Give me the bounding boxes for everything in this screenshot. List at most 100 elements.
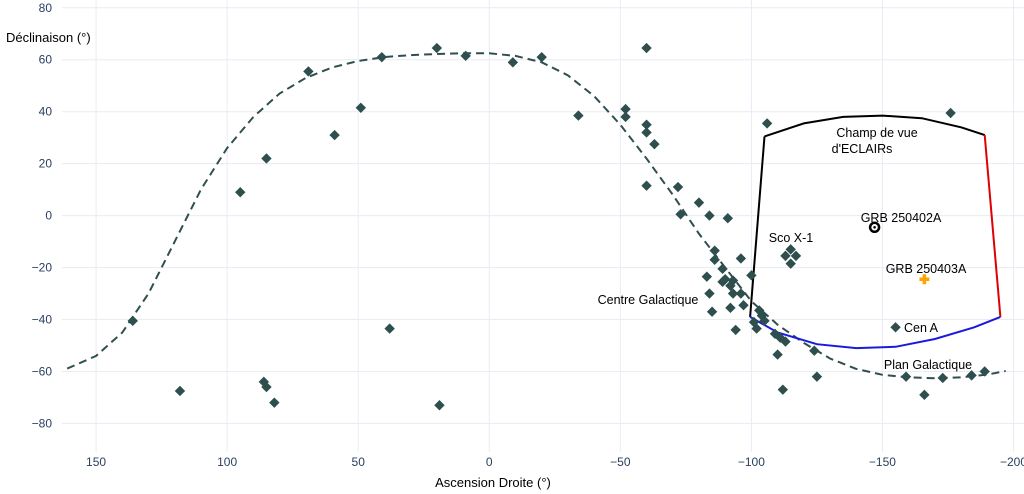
source-marker [376,51,387,63]
source-marker [709,254,720,265]
x-gridlines [95,0,1015,452]
source-marker [761,118,773,129]
source-marker [937,372,948,384]
grb-250402a-marker [868,221,881,234]
source-marker [641,119,652,130]
source-marker [717,263,728,275]
source-marker [772,349,783,360]
plan-galactique-label: Plan Galactique [884,358,972,372]
grb-250402a-label: GRB 250402A [861,211,942,225]
source-marker [900,371,912,382]
source-marker [675,209,686,220]
source-marker [725,302,736,314]
x-tick-label: −50 [610,455,631,469]
source-marker [431,42,443,54]
source-marker [127,315,138,327]
y-tick-label: −40 [32,313,53,327]
grb-250402a-dot [873,225,876,229]
x-tick-label: −200 [1000,455,1024,469]
y-tick-labels: 80 60 40 20 0 −20 −40 −60 −80 [32,1,53,431]
fov-right-edge [983,135,1002,317]
source-marker [620,103,631,115]
source-marker [979,366,990,377]
source-marker [573,110,584,121]
source-marker [735,288,747,299]
source-marker [809,345,820,356]
source-marker [709,245,720,256]
source-markers [127,42,990,411]
source-marker [620,111,631,123]
source-marker [751,323,762,334]
source-marker [730,324,741,336]
source-marker [706,306,718,317]
x-tick-label: 150 [86,455,106,469]
source-marker [759,315,770,327]
y-tick-label: 20 [39,157,53,171]
source-marker [811,371,823,382]
source-marker [738,300,749,311]
source-marker [966,370,977,381]
source-marker [785,244,796,255]
x-tick-label: −100 [738,455,765,469]
y-gridlines [62,7,1024,424]
source-marker [384,323,395,334]
source-marker [727,275,739,286]
x-axis-title: Ascension Droite (°) [435,475,551,490]
source-marker [785,258,796,269]
source-marker [261,381,272,393]
source-marker [746,270,757,281]
source-marker [693,197,705,208]
source-marker [649,138,660,150]
source-marker [704,210,715,221]
y-tick-label: −80 [32,416,53,430]
source-marker [790,250,802,262]
fov-top-edge [764,114,986,138]
source-marker [261,153,272,164]
source-marker [945,107,956,119]
source-marker [701,271,713,282]
x-tick-labels: 150 100 50 0 −50 −100 −150 −200 [86,455,1024,469]
source-marker [641,42,652,54]
source-marker [235,187,246,198]
x-tick-label: 100 [217,455,237,469]
source-marker [722,213,733,224]
fov-left-edge [749,136,766,317]
source-marker [174,385,186,397]
source-marker [775,332,786,343]
source-marker [704,288,715,299]
fov-bottom-edge [749,315,1001,350]
y-tick-label: 80 [39,1,53,15]
fov-label-line2: d'ECLAIRs [832,142,893,156]
source-marker [725,280,736,291]
source-marker [507,57,519,68]
fov-label-line1: Champ de vue [836,126,917,140]
source-marker [672,181,684,193]
source-marker [303,66,314,77]
source-marker [780,250,791,262]
source-marker [641,180,652,191]
source-marker [735,253,747,264]
x-tick-label: 0 [486,455,493,469]
source-marker [780,336,791,347]
x-tick-label: 50 [352,455,366,469]
y-tick-label: −20 [32,261,53,275]
x-tick-label: −150 [869,455,896,469]
source-marker [719,274,731,285]
source-marker [355,102,367,114]
source-marker [756,310,768,321]
grb-250403a-marker [919,274,930,285]
sco-x1-label: Sco X-1 [769,231,814,245]
y-tick-label: 40 [39,105,53,119]
source-marker [641,127,652,138]
source-marker [434,400,445,411]
centre-galactique-label: Centre Galactique [598,293,699,307]
source-marker [919,389,930,401]
y-axis-title: Déclinaison (°) [6,30,91,45]
y-tick-label: 60 [39,53,53,67]
grb-250403a-label: GRB 250403A [886,262,967,276]
source-marker [717,276,728,288]
source-marker [460,50,471,62]
source-marker [727,288,739,299]
y-tick-label: −60 [32,364,53,378]
